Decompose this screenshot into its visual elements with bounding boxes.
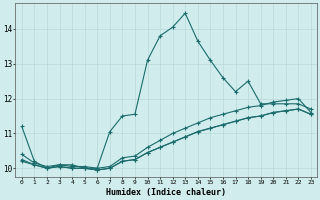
X-axis label: Humidex (Indice chaleur): Humidex (Indice chaleur) [106,188,226,197]
